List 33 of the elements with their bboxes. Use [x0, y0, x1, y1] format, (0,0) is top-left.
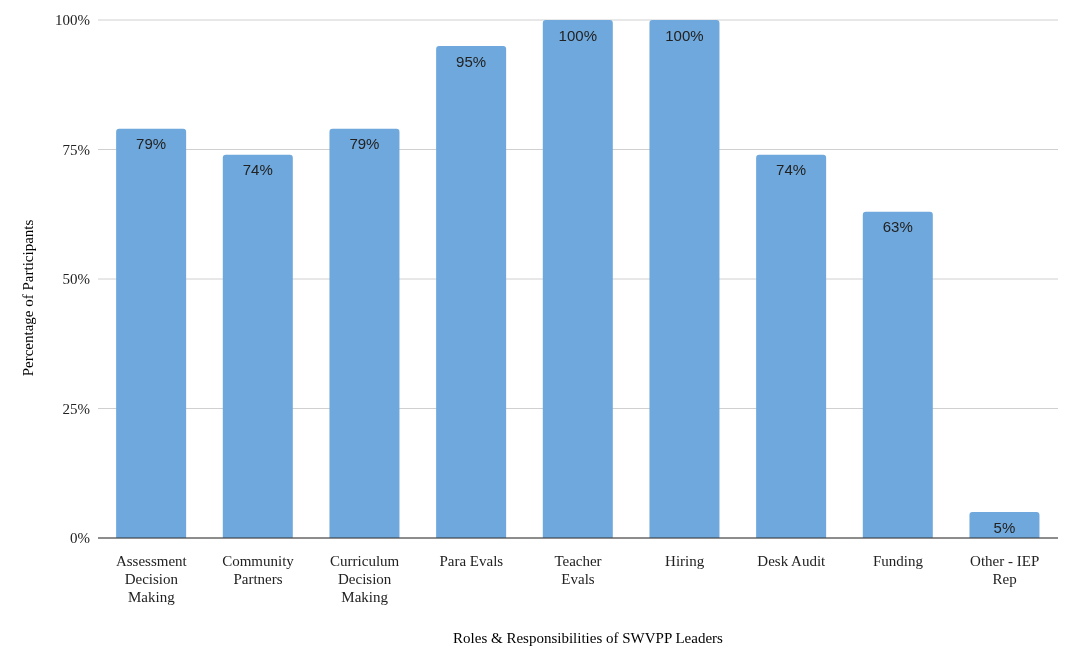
- y-tick-label: 100%: [55, 12, 90, 29]
- y-tick-label: 50%: [62, 271, 90, 288]
- data-label: 100%: [558, 26, 597, 44]
- y-tick-label: 0%: [70, 530, 90, 547]
- data-label: 63%: [882, 218, 913, 236]
- x-tick-label: Community Partners: [222, 553, 295, 587]
- bar: [329, 128, 400, 538]
- bar: [756, 154, 827, 538]
- x-tick-label: Curriculum Decision Making: [330, 553, 400, 605]
- y-tick-label: 75%: [62, 141, 90, 158]
- x-tick-label: Assessment Decision Making: [115, 553, 188, 605]
- y-tick-label: 25%: [62, 400, 90, 417]
- y-axis-title: Percentage of Participants: [19, 219, 37, 377]
- bar: [542, 20, 613, 538]
- data-label: 74%: [776, 161, 807, 179]
- x-tick-label: Funding: [872, 553, 924, 569]
- data-label: 79%: [136, 135, 167, 153]
- bar: [649, 20, 720, 538]
- x-tick-label: Teacher Evals: [554, 553, 602, 587]
- x-tick-label: Desk Audit: [757, 553, 827, 569]
- data-label: 95%: [456, 52, 487, 70]
- x-tick-label: Other - IEP Rep: [970, 553, 1040, 587]
- data-label: 74%: [242, 161, 273, 179]
- bar: [436, 45, 507, 538]
- x-axis-title: Roles & Responsibilities of SWVPP Leaders: [452, 630, 724, 647]
- bar: [222, 154, 293, 538]
- data-label: 5%: [993, 518, 1016, 536]
- bar: [116, 128, 187, 538]
- x-tick-label: Para Evals: [439, 553, 504, 569]
- data-label: 100%: [665, 26, 704, 44]
- data-label: 79%: [349, 135, 380, 153]
- bar: [862, 211, 933, 538]
- x-tick-label: Hiring: [665, 553, 705, 569]
